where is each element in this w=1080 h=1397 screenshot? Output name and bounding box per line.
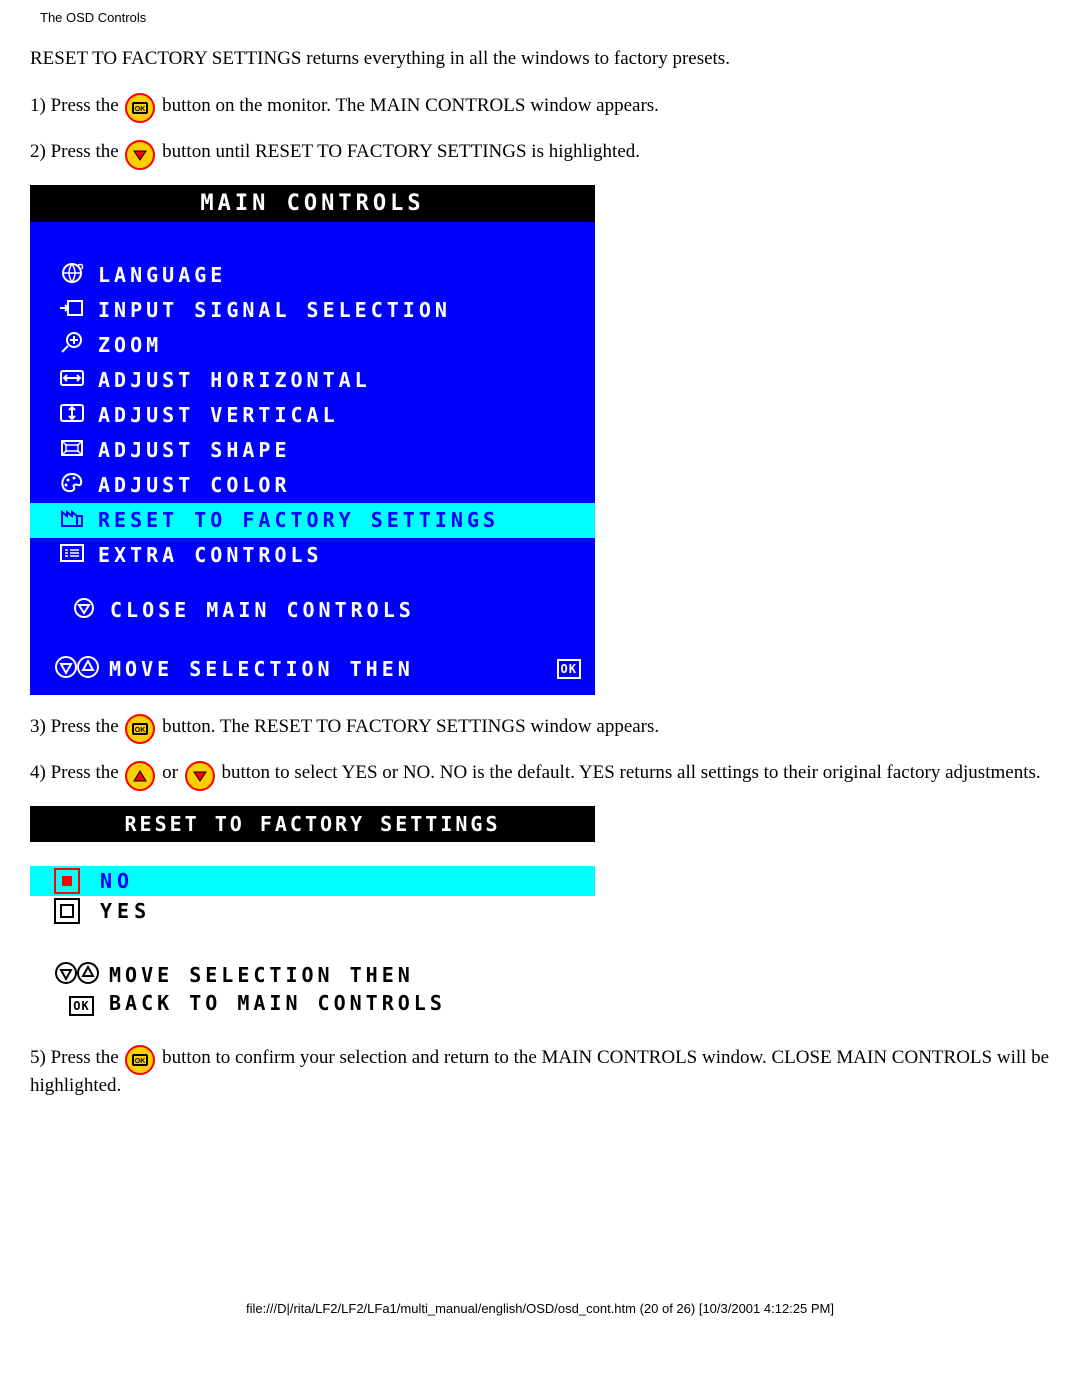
ok-indicator-icon: OK: [54, 991, 109, 1016]
step2-pre: 2) Press the: [30, 141, 123, 162]
globe-icon: [58, 261, 98, 290]
menu-label: ADJUST SHAPE: [98, 438, 581, 462]
svg-text:OK: OK: [135, 106, 146, 113]
osd-main-body: LANGUAGE INPUT SIGNAL SELECTION ZOOM ADJ…: [30, 222, 595, 695]
step3-pre: 3) Press the: [30, 716, 123, 737]
footer-text: MOVE SELECTION THEN: [109, 657, 557, 681]
option-label: YES: [100, 899, 151, 923]
menu-label: ADJUST COLOR: [98, 473, 581, 497]
step-4: 4) Press the or button to select YES or …: [30, 759, 1050, 788]
step-1: 1) Press the OK button on the monitor. T…: [30, 92, 1050, 121]
menu-item-adjust-color[interactable]: ADJUST COLOR: [30, 468, 595, 503]
menu-item-extra-controls[interactable]: EXTRA CONTROLS: [30, 538, 595, 573]
step3-post: button. The RESET TO FACTORY SETTINGS wi…: [162, 716, 659, 737]
menu-item-language[interactable]: LANGUAGE: [30, 258, 595, 293]
menu-item-zoom[interactable]: ZOOM: [30, 328, 595, 363]
menu-item-reset-factory[interactable]: RESET TO FACTORY SETTINGS: [30, 503, 595, 538]
step-2: 2) Press the button until RESET TO FACTO…: [30, 138, 1050, 167]
svg-text:OK: OK: [135, 1058, 146, 1065]
file-path-footer: file:///D|/rita/LF2/LF2/LFa1/multi_manua…: [30, 1301, 1050, 1316]
step-5: 5) Press the OK button to confirm your s…: [30, 1044, 1050, 1101]
menu-item-close[interactable]: CLOSE MAIN CONTROLS: [30, 593, 595, 628]
step4-pre: 4) Press the: [30, 762, 123, 783]
page-header: The OSD Controls: [40, 10, 1050, 25]
osd-main-controls: MAIN CONTROLS LANGUAGE INPUT SIGNAL SELE…: [30, 185, 595, 695]
vertical-icon: [58, 401, 98, 430]
palette-icon: [58, 471, 98, 500]
menu-item-input-signal[interactable]: INPUT SIGNAL SELECTION: [30, 293, 595, 328]
menu-item-adjust-vertical[interactable]: ADJUST VERTICAL: [30, 398, 595, 433]
close-label: CLOSE MAIN CONTROLS: [110, 598, 581, 622]
step1-post: button on the monitor. The MAIN CONTROLS…: [162, 95, 659, 116]
step4-mid: or: [162, 762, 183, 783]
menu-label: ADJUST VERTICAL: [98, 403, 581, 427]
list-icon: [58, 541, 98, 570]
down-button-icon: [125, 140, 155, 170]
step2-post: button until RESET TO FACTORY SETTINGS i…: [162, 141, 640, 162]
down-button-icon: [185, 761, 215, 791]
ok-indicator-icon: OK: [557, 659, 581, 679]
intro-text: RESET TO FACTORY SETTINGS returns everyt…: [30, 45, 1050, 74]
up-down-arrows-icon: [54, 654, 109, 685]
menu-label: EXTRA CONTROLS: [98, 543, 581, 567]
menu-label: LANGUAGE: [98, 263, 581, 287]
up-button-icon: [125, 761, 155, 791]
radio-selected-icon: [54, 868, 80, 894]
osd-main-title: MAIN CONTROLS: [30, 185, 595, 222]
menu-label: RESET TO FACTORY SETTINGS: [98, 508, 581, 532]
signal-icon: [58, 296, 98, 325]
up-down-arrows-icon: [54, 960, 109, 991]
radio-unselected-icon: [54, 898, 80, 924]
menu-label: INPUT SIGNAL SELECTION: [98, 298, 581, 322]
step5-pre: 5) Press the: [30, 1047, 123, 1068]
zoom-icon: [58, 331, 98, 360]
menu-label: ADJUST HORIZONTAL: [98, 368, 581, 392]
reset-option-yes[interactable]: YES: [30, 896, 595, 926]
shape-icon: [58, 436, 98, 465]
menu-item-adjust-shape[interactable]: ADJUST SHAPE: [30, 433, 595, 468]
osd-main-footer: MOVE SELECTION THEN OK: [30, 648, 595, 695]
osd-reset-footer-2: OK BACK TO MAIN CONTROLS: [30, 991, 595, 1026]
footer-line2: BACK TO MAIN CONTROLS: [109, 991, 581, 1015]
ok-button-icon: OK: [125, 714, 155, 744]
osd-reset-window: RESET TO FACTORY SETTINGS NO YES MOVE SE…: [30, 806, 595, 1026]
ok-button-icon: OK: [125, 1045, 155, 1075]
footer-line1: MOVE SELECTION THEN: [109, 963, 581, 987]
close-circle-icon: [70, 596, 110, 625]
svg-text:OK: OK: [135, 727, 146, 734]
menu-label: ZOOM: [98, 333, 581, 357]
horizontal-icon: [58, 366, 98, 395]
option-label: NO: [100, 869, 134, 893]
menu-item-adjust-horizontal[interactable]: ADJUST HORIZONTAL: [30, 363, 595, 398]
step1-pre: 1) Press the: [30, 95, 123, 116]
step4-post: button to select YES or NO. NO is the de…: [221, 762, 1040, 783]
factory-icon: [58, 506, 98, 535]
step5-post: button to confirm your selection and ret…: [30, 1047, 1049, 1097]
reset-option-no[interactable]: NO: [30, 866, 595, 896]
osd-reset-footer-1: MOVE SELECTION THEN: [30, 954, 595, 991]
ok-button-icon: OK: [125, 93, 155, 123]
osd-reset-body: NO YES MOVE SELECTION THEN OK BACK TO MA…: [30, 842, 595, 1026]
osd-reset-title: RESET TO FACTORY SETTINGS: [30, 806, 595, 842]
step-3: 3) Press the OK button. The RESET TO FAC…: [30, 713, 1050, 742]
